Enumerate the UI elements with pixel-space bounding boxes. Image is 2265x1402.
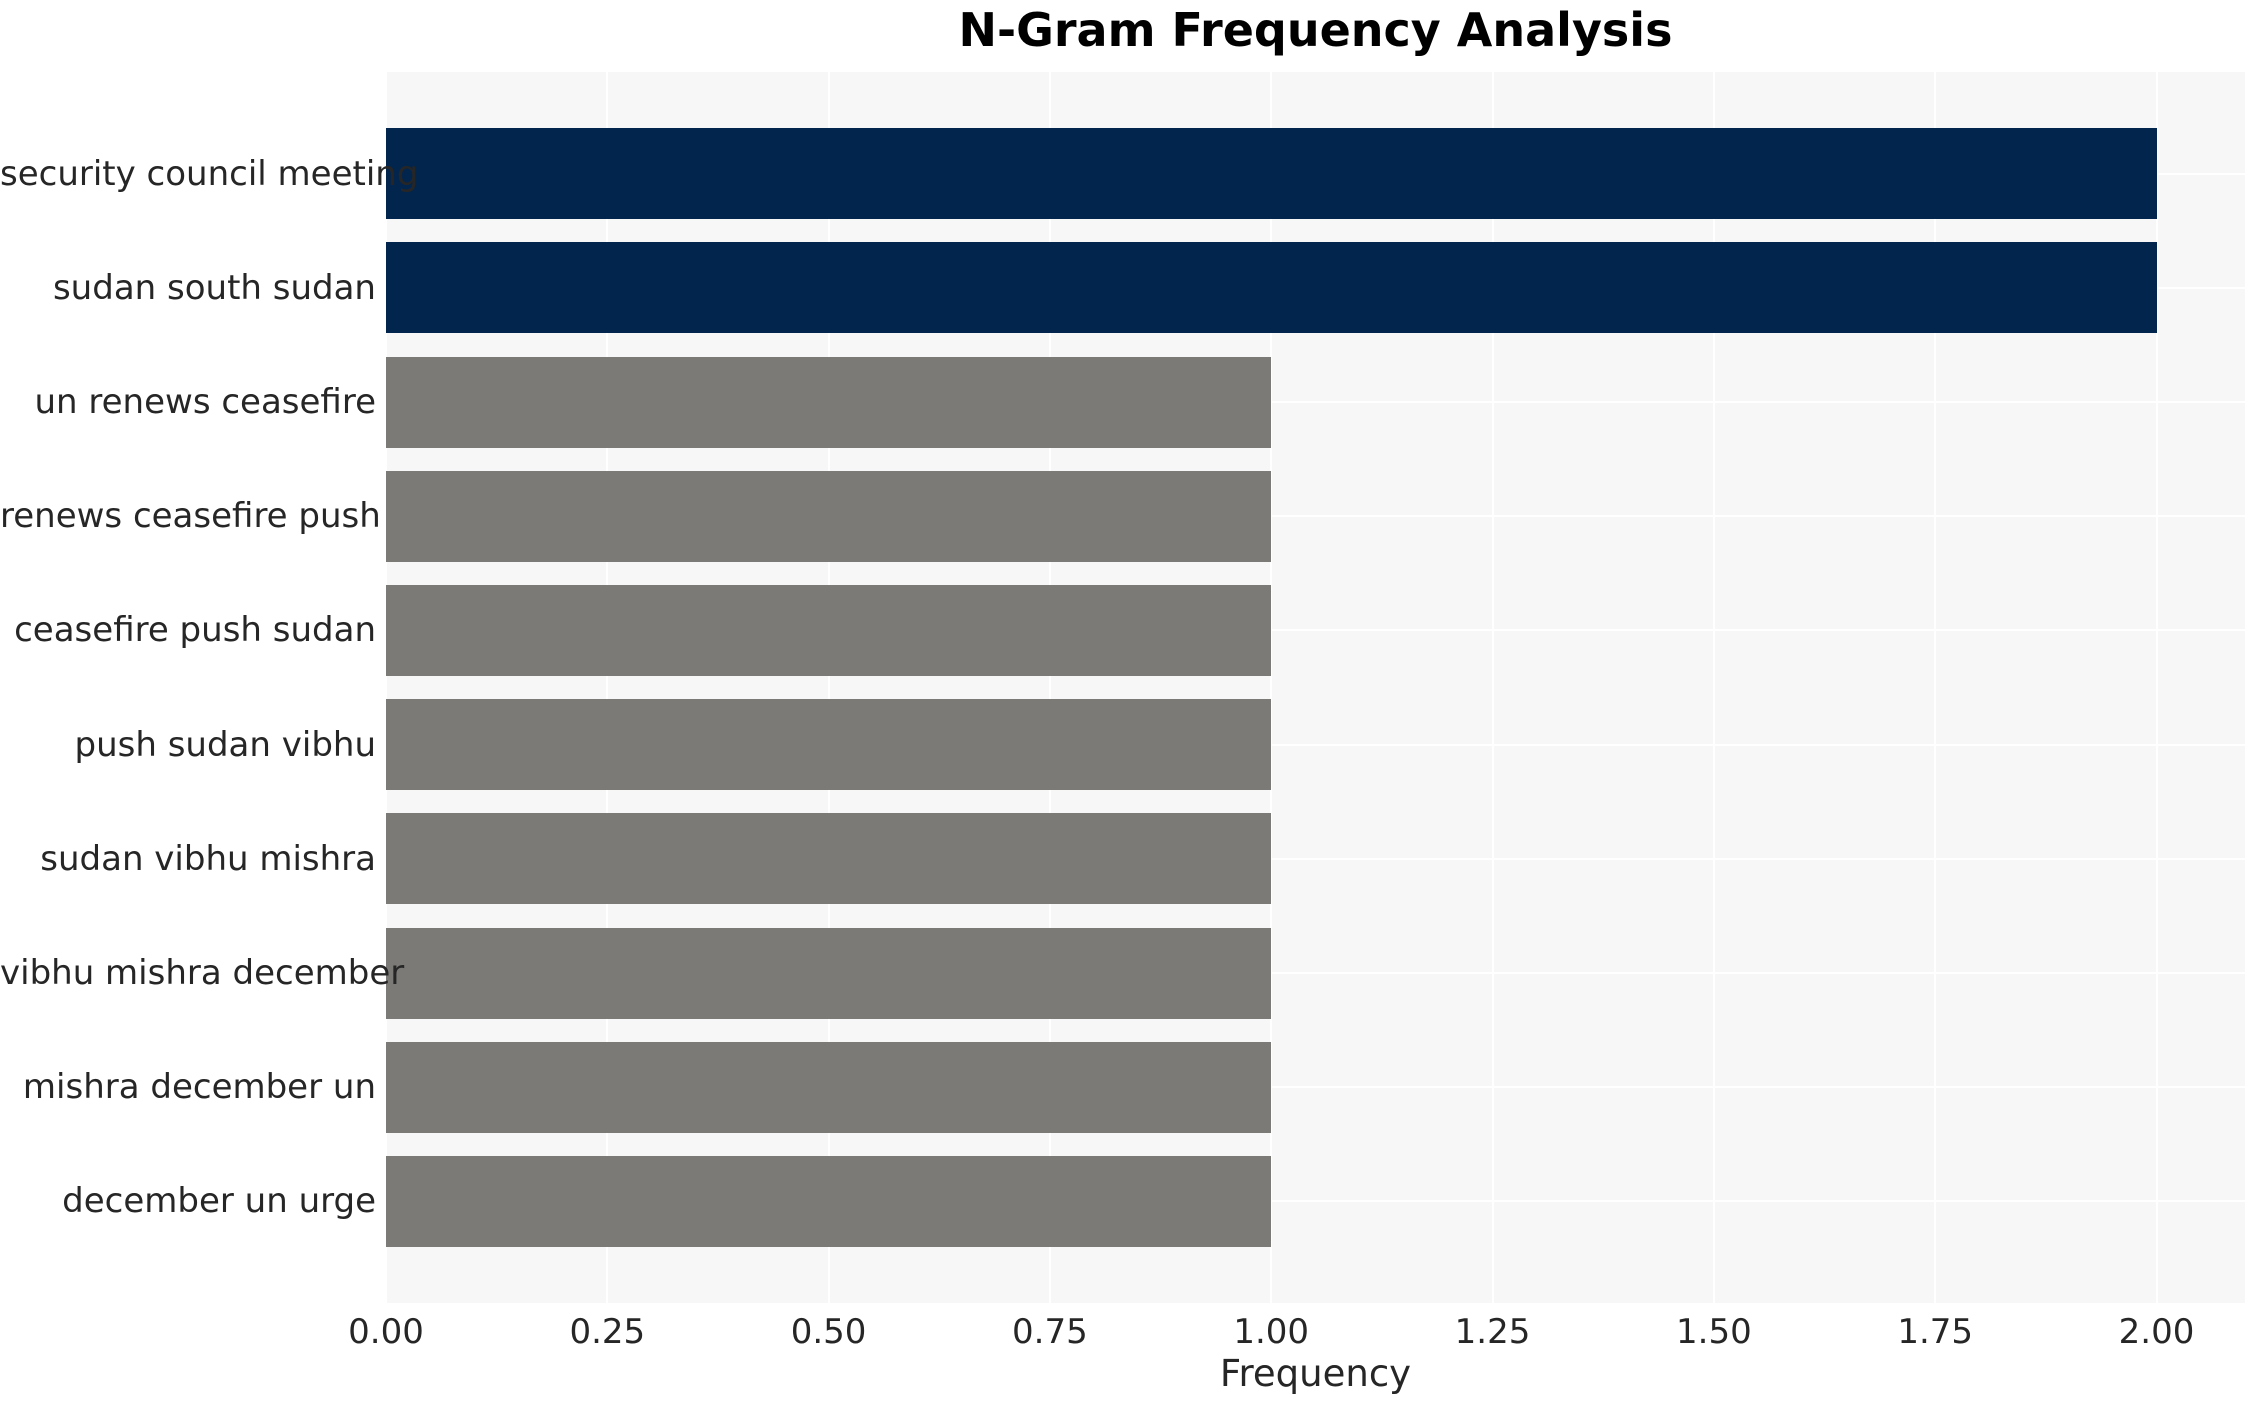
gridline-horizontal <box>386 972 2245 974</box>
x-tick-label: 1.00 <box>1233 1312 1310 1352</box>
y-tick-label: vibhu mishra december <box>0 953 405 993</box>
gridline-vertical <box>606 72 609 1303</box>
y-tick-label: sudan vibhu mishra <box>40 838 376 879</box>
y-tick-label: push sudan vibhu <box>74 724 376 765</box>
gridline-vertical <box>1491 72 1494 1303</box>
gridline-vertical <box>1270 72 1273 1303</box>
bar-renews-ceasefire-push <box>386 470 1272 562</box>
bar-december-un-urge <box>386 1155 1272 1247</box>
plot-area <box>385 72 2245 1303</box>
y-tick-label: december un urge <box>62 1181 376 1222</box>
gridline-horizontal <box>386 401 2245 403</box>
y-axis-labels: security council meeting sudan south suda… <box>0 0 419 1402</box>
gridline-horizontal <box>386 743 2245 746</box>
gridline-vertical <box>1934 72 1937 1303</box>
gridline-vertical <box>827 72 830 1303</box>
x-tick-label: 1.25 <box>1454 1312 1531 1352</box>
y-tick-label: ceasefire push sudan <box>14 610 376 651</box>
bar-sudan-vibhu-mishra <box>386 813 1272 905</box>
gridline-vertical <box>1048 72 1051 1303</box>
gridline-vertical <box>385 72 387 1303</box>
y-tick-label: sudan south sudan <box>52 267 376 308</box>
gridline-horizontal <box>386 857 2245 860</box>
y-tick-label: un renews ceasefire <box>34 382 377 422</box>
bar-ceasefire-push-sudan <box>386 584 1272 676</box>
gridline-horizontal <box>386 515 2245 518</box>
bar-mishra-december-un <box>386 1041 1272 1133</box>
x-tick-label: 1.75 <box>1897 1312 1974 1352</box>
bar-push-sudan-vibhu <box>386 699 1272 791</box>
bar-vibhu-mishra-december <box>386 927 1272 1019</box>
bar-un-renews-ceasefire <box>386 356 1272 448</box>
gridline-horizontal <box>386 1200 2245 1203</box>
y-tick-label: security council meeting <box>0 153 419 194</box>
chart-title: N-Gram Frequency Analysis <box>958 3 1673 57</box>
x-tick-label: 0.75 <box>1012 1312 1088 1352</box>
gridline-vertical <box>1712 72 1715 1303</box>
gridline-horizontal <box>386 629 2245 632</box>
x-tick-label: 0.50 <box>790 1312 867 1352</box>
x-axis-title: Frequency <box>1219 1352 1412 1395</box>
x-tick-label: 2.00 <box>2118 1312 2195 1352</box>
bar-sudan-south-sudan <box>386 242 2157 334</box>
bar-security-council-meeting <box>386 128 2157 220</box>
gridline-vertical <box>2155 72 2158 1303</box>
y-tick-label: mishra december un <box>22 1067 376 1108</box>
x-tick-label: 1.50 <box>1676 1312 1752 1352</box>
y-tick-label: renews ceasefire push <box>0 496 381 537</box>
gridline-horizontal <box>386 1086 2245 1089</box>
x-tick-label: 0.25 <box>569 1312 646 1352</box>
